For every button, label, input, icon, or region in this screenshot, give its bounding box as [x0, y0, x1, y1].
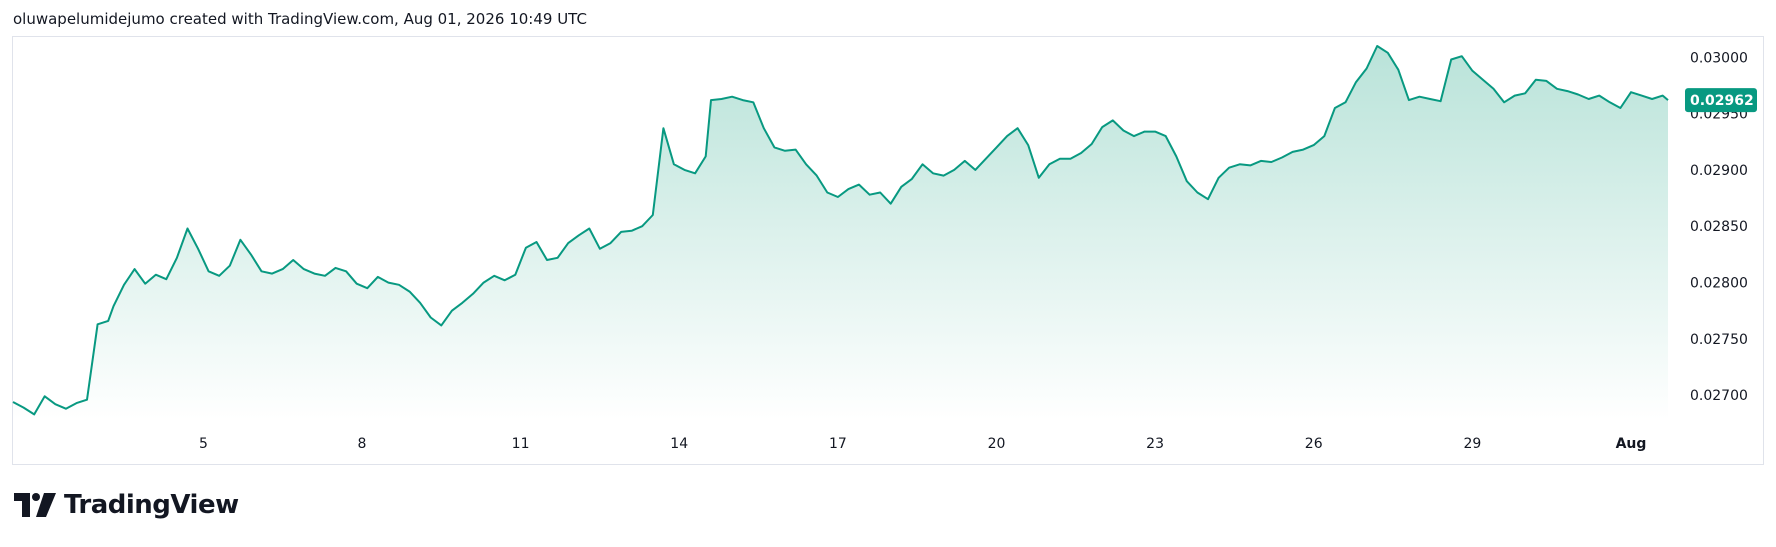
chart-attribution: oluwapelumidejumo created with TradingVi…	[13, 10, 587, 28]
time-tick-label: 29	[1463, 436, 1481, 452]
tradingview-brand[interactable]: TradingView	[14, 490, 239, 520]
time-tick-label: 26	[1305, 436, 1323, 452]
price-tick-label: 0.03000	[1690, 50, 1748, 66]
price-tick-label: 0.02700	[1690, 388, 1748, 404]
price-chart[interactable]: 0.030000.029500.029000.028500.028000.027…	[0, 0, 1776, 470]
price-tick-label: 0.02800	[1690, 276, 1748, 292]
price-area-fill	[13, 46, 1668, 420]
chart-frame	[12, 36, 1764, 465]
tradingview-wordmark: TradingView	[64, 490, 239, 520]
time-tick-label: 8	[358, 436, 367, 452]
time-tick-label: Aug	[1616, 436, 1647, 452]
price-tick-label: 0.02850	[1690, 219, 1748, 235]
time-tick-label: 11	[512, 436, 530, 452]
price-area-layer	[13, 46, 1668, 420]
time-axis[interactable]: 5 8 11 14 17 20 23 26 29 Aug	[199, 436, 1646, 452]
price-axis[interactable]: 0.030000.029500.029000.028500.028000.027…	[1690, 50, 1748, 404]
time-tick-label: 23	[1146, 436, 1164, 452]
time-tick-label: 5	[199, 436, 208, 452]
tradingview-logo-icon	[14, 493, 56, 517]
price-line-layer	[12, 45, 1669, 416]
last-price-badge: 0.02962	[1685, 88, 1757, 113]
time-tick-label: 20	[988, 436, 1006, 452]
time-tick-label: 14	[670, 436, 688, 452]
last-price-badge-bg	[1685, 88, 1757, 113]
time-tick-label: 17	[829, 436, 847, 452]
last-price-label: 0.02962	[1690, 93, 1754, 109]
price-tick-label: 0.02900	[1690, 163, 1748, 179]
price-tick-label: 0.02750	[1690, 332, 1748, 348]
price-line[interactable]	[12, 45, 1669, 416]
